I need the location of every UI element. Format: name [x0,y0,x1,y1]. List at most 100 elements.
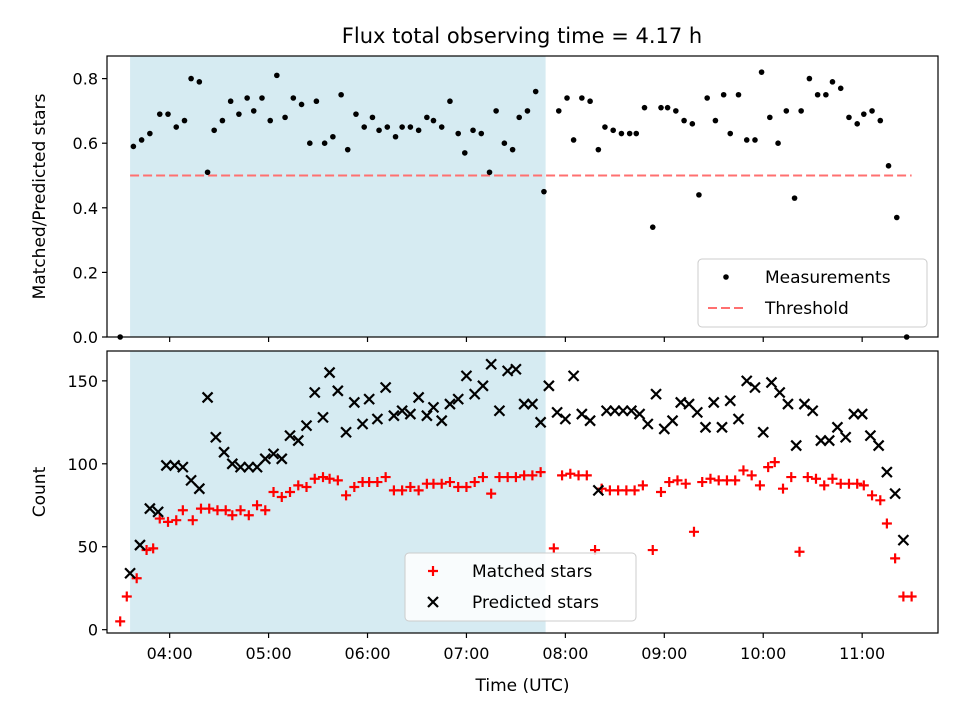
measurement-point [361,124,368,130]
matched-star-point [177,505,188,516]
matched-star-point [220,505,231,516]
predicted-star-point [864,429,877,442]
predicted-star-point [210,431,222,444]
predicted-star-point [551,406,563,419]
matched-star-point [664,477,675,488]
y-tick-label: 0.0 [73,328,98,347]
matched-star-point [852,478,863,489]
matched-star-point [121,591,132,602]
measurement-point [555,108,562,114]
measurement-point [806,75,813,82]
matched-star-point [131,573,142,584]
predicted-star-point [749,381,761,394]
matched-star-point [276,491,287,502]
x-tick-label: 10:00 [740,644,786,663]
measurement-point [478,130,485,137]
measurement-point [743,137,750,143]
predicted-star-point [625,404,638,417]
predicted-star-point [421,409,433,422]
matched-star-point [301,482,312,493]
matched-star-point [680,478,691,489]
measurement-point [250,108,257,114]
predicted-star-point [518,398,530,410]
matched-star-point [293,480,304,491]
predicted-star-point [292,434,305,447]
measurement-point [455,130,461,137]
measurement-point [893,214,900,221]
predicted-star-point [160,459,173,472]
measurement-point [877,117,884,124]
predicted-star-point [404,408,417,420]
legend-box [697,258,928,328]
matched-star-point [413,485,424,496]
matched-star-point [243,510,254,521]
predicted-star-point [226,458,239,470]
measurement-point [321,140,328,147]
plot-frame [106,55,939,338]
matched-star-point [557,470,568,481]
y-tick-label: 100 [67,455,98,474]
legend-marker-plus [428,566,438,576]
predicted-star-point [633,408,646,420]
predicted-star-point [831,421,844,434]
predicted-star-point [396,404,408,417]
y-tick-label: 0.4 [73,199,98,218]
matched-star-point [341,490,352,501]
measurement-point [633,130,640,137]
predicted-star-point [609,404,621,417]
measurement-point [227,98,234,105]
legend-label: Predicted stars [472,593,599,613]
predicted-star-point [592,484,605,497]
matched-star-point [867,490,878,501]
matched-star-point [154,513,165,524]
predicted-star-point [666,414,679,427]
predicted-star-point [757,426,770,439]
measurement-point [219,117,226,124]
predicted-star-point [177,461,189,473]
matched-star-point [527,470,538,481]
legend-label: Matched stars [472,562,592,582]
measurement-point [814,91,821,98]
legend-label: Measurements [765,268,891,288]
predicted-star-point [323,366,336,379]
matched-star-point [260,505,271,516]
measurement-point [181,117,188,124]
predicted-star-point [477,380,489,392]
predicted-star-point [371,413,384,425]
predicted-star-point [584,414,596,427]
matched-star-point [819,480,830,491]
measurement-point [727,130,734,137]
predicted-star-point [124,567,136,580]
matched-star-point [637,480,648,491]
matched-star-point [372,477,383,488]
measurement-point [641,104,648,111]
legend-marker-x [427,596,439,608]
matched-star-point [187,515,198,526]
matched-star-point [510,472,521,483]
predicted-star-point [815,434,827,447]
predicted-star-point [856,408,868,420]
measurement-point [829,79,836,85]
y-axis-label: Count [30,466,50,517]
matched-star-point [324,473,335,484]
predicted-star-point [782,398,794,410]
measurement-point [130,143,137,150]
matched-star-point [397,485,408,496]
measurement-point [399,124,405,130]
matched-star-point [141,545,152,556]
predicted-star-point [806,404,819,417]
matched-star-point [252,500,263,511]
measurement-point [837,85,844,92]
matched-star-point [469,477,480,488]
matched-star-point [148,543,159,554]
measurement-point [664,104,671,111]
predicted-star-point [650,388,662,400]
measurement-point [313,98,320,105]
matched-star-point [436,478,447,489]
matched-star-point [738,465,749,476]
measurement-point [783,108,790,114]
predicted-star-point [889,487,901,500]
matched-star-point [477,472,488,483]
observing-interval-shade [130,56,546,337]
matched-star-point [349,482,360,493]
